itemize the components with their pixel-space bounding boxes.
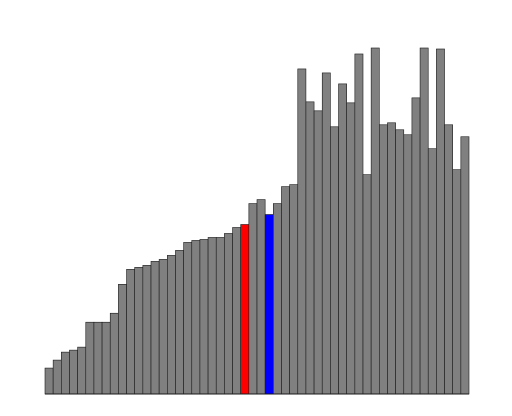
bar — [233, 227, 241, 394]
bar — [224, 233, 232, 394]
bar — [322, 73, 330, 394]
bar — [127, 269, 135, 394]
bar — [151, 261, 159, 394]
bar — [420, 48, 428, 394]
bar — [69, 350, 77, 394]
bar — [281, 187, 289, 394]
bar — [175, 250, 183, 394]
bar — [257, 200, 265, 394]
bar — [45, 368, 53, 394]
bar — [94, 322, 102, 394]
bar — [53, 360, 61, 394]
bar — [143, 265, 151, 394]
bar — [273, 204, 281, 394]
bar — [314, 111, 322, 394]
bar — [290, 185, 298, 394]
bar — [110, 313, 118, 394]
bar — [298, 69, 306, 394]
bar — [167, 255, 175, 394]
bar — [135, 267, 143, 394]
bar-highlight — [241, 224, 249, 394]
bar — [192, 240, 200, 394]
bar — [249, 204, 257, 394]
bar — [396, 130, 404, 394]
bar — [428, 149, 436, 394]
bar — [461, 137, 469, 394]
bar — [387, 123, 395, 394]
bar — [86, 322, 94, 394]
bar — [363, 175, 371, 394]
bar — [200, 239, 208, 394]
bar — [118, 284, 126, 394]
bar — [371, 48, 379, 394]
bar — [347, 103, 355, 394]
bar — [436, 49, 444, 394]
bar — [339, 84, 347, 394]
bar — [379, 125, 387, 394]
bar — [330, 127, 338, 394]
bar — [184, 242, 192, 394]
bar — [355, 54, 363, 394]
bar — [412, 98, 420, 394]
bar — [445, 125, 453, 394]
bar-highlight — [265, 215, 273, 394]
bar — [78, 347, 86, 394]
bar — [306, 102, 314, 394]
bar — [208, 237, 216, 394]
bar — [404, 135, 412, 394]
bar — [102, 322, 110, 394]
bar — [216, 237, 224, 394]
bar — [159, 259, 167, 394]
bar — [453, 170, 461, 394]
bar — [61, 352, 69, 394]
